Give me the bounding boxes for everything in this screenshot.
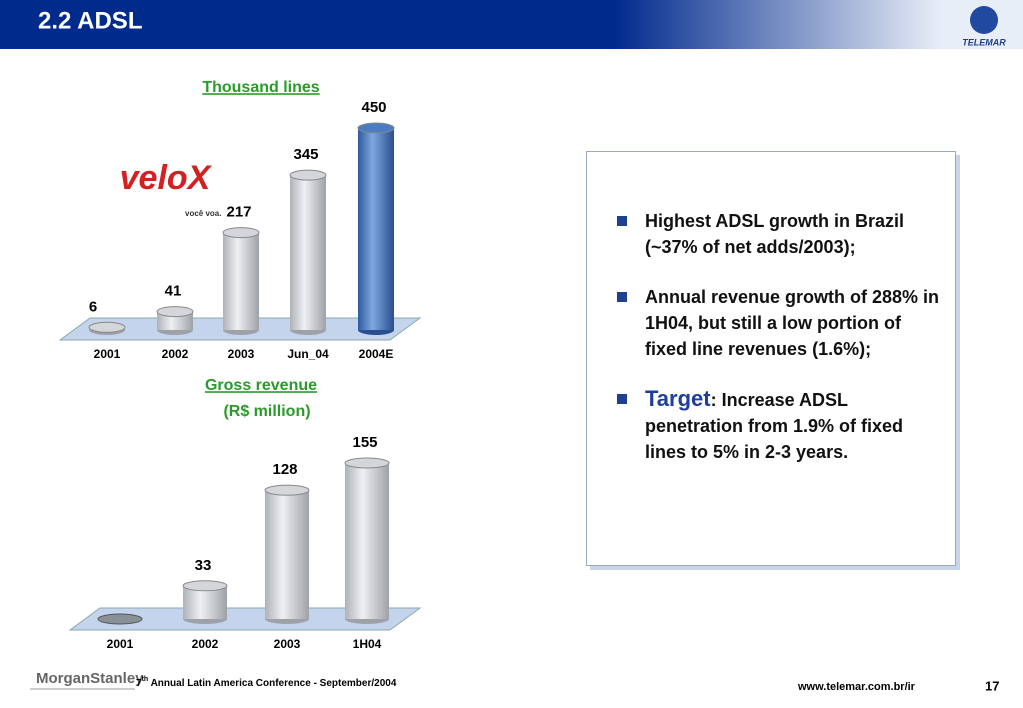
bar-body <box>358 128 394 330</box>
bullet: Highest ADSL growth in Brazil (~37% of n… <box>617 208 945 260</box>
footer-brand: MorganStanley <box>36 670 144 687</box>
bullet-text: Highest ADSL growth in Brazil (~37% of n… <box>645 211 905 257</box>
floor <box>68 607 422 631</box>
bar-top <box>357 122 395 134</box>
header-bar <box>0 0 1023 49</box>
bar <box>264 484 310 624</box>
bullet-text: : Increase ADSL penetration from 1.9% of… <box>645 390 904 462</box>
x-tick-label: 2001 <box>107 637 134 651</box>
bar-top <box>156 306 194 318</box>
bullet: Annual revenue growth of 288% in 1H04, b… <box>617 284 945 362</box>
bar-body <box>265 490 309 619</box>
velox-logo: veloX <box>120 159 213 197</box>
bar-body <box>290 175 326 330</box>
slide-title: 2.2 ADSL <box>38 7 142 34</box>
data-label: 345 <box>293 146 318 163</box>
chart-title: Thousand lines <box>202 79 319 96</box>
x-tick-label: 2002 <box>162 347 189 361</box>
bar <box>182 580 228 624</box>
bullet: Target: Increase ADSL penetration from 1… <box>617 386 945 465</box>
data-label: 450 <box>361 99 386 116</box>
x-tick-label: 2004E <box>359 347 394 361</box>
x-tick-label: 2003 <box>228 347 255 361</box>
bullet-text: Annual revenue growth of 288% in 1H04, b… <box>645 287 940 359</box>
data-label: 33 <box>195 557 212 574</box>
logo-icon <box>970 6 998 34</box>
data-label: 41 <box>165 283 182 300</box>
page-number: 17 <box>985 678 999 693</box>
velox-tagline: você voa. <box>185 209 221 218</box>
data-label: 217 <box>226 204 251 221</box>
footer-conf: 7th Annual Latin America Conference - Se… <box>136 676 397 689</box>
bar-top <box>182 580 228 592</box>
x-tick-label: 2003 <box>274 637 301 651</box>
bar <box>88 321 126 335</box>
bar-top <box>344 457 390 469</box>
bar <box>344 457 390 624</box>
empty-disc <box>97 613 143 625</box>
bar-body <box>223 232 259 330</box>
conf-num: 7 <box>136 678 142 689</box>
data-label: 128 <box>272 461 297 478</box>
bar-top <box>88 321 126 333</box>
bar-body <box>183 585 227 619</box>
bar <box>289 169 327 335</box>
data-label: 6 <box>89 298 97 315</box>
conf-text: Annual Latin America Conference - Septem… <box>148 678 397 689</box>
x-tick-label: 2001 <box>94 347 121 361</box>
conf-suffix: th <box>142 676 149 683</box>
x-tick-label: 1H04 <box>353 637 382 651</box>
bar <box>222 227 260 335</box>
bar <box>156 306 194 335</box>
data-label: 155 <box>352 434 377 451</box>
bar-top <box>289 169 327 181</box>
bullet-box: Highest ADSL growth in Brazil (~37% of n… <box>586 151 956 566</box>
x-tick-label: Jun_04 <box>287 347 329 361</box>
chart-title: Gross revenue <box>205 377 317 394</box>
bar-top <box>222 227 260 239</box>
chart-subtitle: (R$ million) <box>223 403 310 420</box>
bar-top <box>264 484 310 496</box>
bar <box>357 122 395 335</box>
bullet-keyword: Target <box>645 386 711 411</box>
footer-url: www.telemar.com.br/ir <box>797 681 916 693</box>
x-tick-label: 2002 <box>192 637 219 651</box>
header-logo: TELEMAR <box>962 37 1006 47</box>
bar-body <box>345 463 389 619</box>
